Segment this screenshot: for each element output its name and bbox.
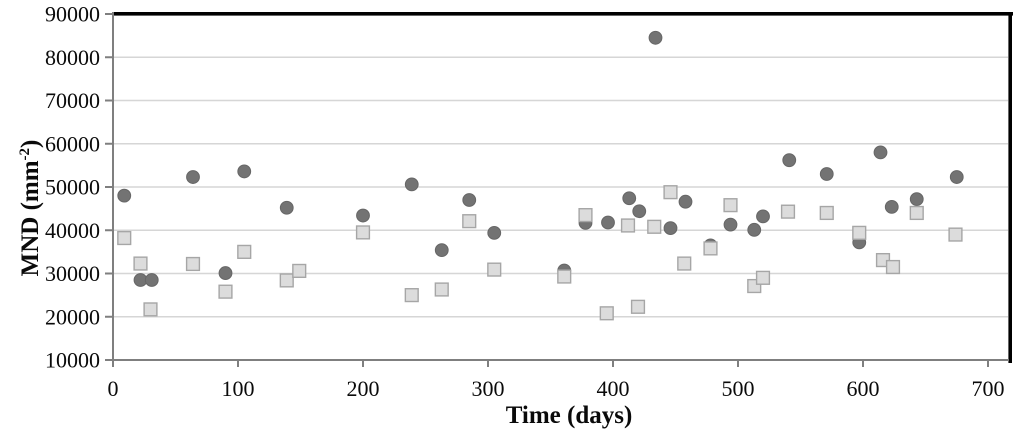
x-tick-label: 600	[847, 376, 880, 401]
data-point-circle	[909, 192, 924, 207]
data-point-circle	[601, 215, 615, 230]
data-point-circle	[356, 208, 370, 223]
data-point-circle	[648, 30, 663, 45]
data-point-circle	[279, 200, 294, 215]
plot-frame-top	[112, 12, 1013, 16]
x-tick-label: 100	[222, 376, 255, 401]
data-point-circle	[782, 153, 797, 168]
data-point-square	[404, 288, 419, 303]
data-point-square	[143, 302, 158, 317]
data-point-square	[663, 185, 678, 200]
x-axis-title: Time (days)	[505, 402, 633, 429]
y-axis-title-close: )	[17, 139, 45, 148]
data-point-circle	[144, 273, 159, 287]
y-tick-label: 40000	[45, 218, 100, 243]
data-point-circle	[462, 193, 477, 207]
data-point-circle	[663, 221, 678, 235]
data-point-circle	[487, 225, 502, 240]
data-point-square	[647, 219, 662, 234]
data-point-square	[185, 256, 201, 272]
y-tick-label: 50000	[45, 175, 100, 200]
data-point-square	[780, 204, 796, 219]
data-point-square	[703, 241, 718, 256]
data-point-square	[677, 256, 692, 271]
data-point-circle	[186, 170, 200, 184]
data-point-circle	[237, 164, 252, 179]
data-point-circle	[723, 217, 738, 232]
data-point-square	[292, 263, 307, 279]
plot-frame-right	[1008, 12, 1012, 363]
x-tick-label: 200	[347, 376, 380, 401]
data-point-square	[819, 205, 834, 221]
data-point-circle	[632, 204, 647, 219]
y-tick-label: 90000	[45, 2, 100, 27]
y-tick-label: 10000	[45, 348, 100, 373]
data-point-circle	[884, 199, 899, 214]
y-tick-label: 20000	[45, 304, 100, 329]
x-tick-label: 300	[472, 376, 505, 401]
data-point-circle	[117, 188, 132, 203]
data-point-circle	[819, 167, 834, 181]
data-point-square	[557, 269, 572, 284]
y-axis-title-text: MND (mm	[17, 160, 45, 277]
data-point-square	[133, 256, 148, 271]
data-point-square	[279, 273, 294, 288]
y-tick-label: 70000	[45, 88, 100, 113]
x-tick-label: 400	[597, 376, 630, 401]
data-point-square	[462, 214, 477, 229]
data-point-square	[487, 262, 502, 277]
data-point-square	[578, 208, 593, 223]
data-point-square	[885, 259, 901, 275]
x-tick-label: 0	[108, 376, 119, 401]
data-point-circle	[949, 170, 964, 184]
y-axis-title-superscript: -2	[16, 147, 33, 161]
data-point-circle	[622, 191, 637, 206]
data-point-square	[948, 227, 963, 242]
data-point-square	[355, 225, 371, 240]
x-tick-label: 500	[722, 376, 755, 401]
y-tick-label: 30000	[45, 261, 100, 286]
data-point-circle	[404, 177, 419, 192]
data-point-square	[237, 244, 252, 259]
data-point-square	[218, 284, 233, 299]
data-point-circle	[218, 266, 233, 280]
data-point-square	[723, 198, 738, 213]
data-point-square	[434, 282, 449, 297]
data-point-circle	[747, 222, 762, 237]
x-tick-label: 700	[972, 376, 1005, 401]
data-point-square	[852, 225, 867, 240]
data-point-square	[620, 218, 636, 233]
data-point-square	[909, 205, 924, 221]
data-point-circle	[434, 243, 449, 258]
data-point-square	[630, 299, 646, 314]
data-point-circle	[756, 209, 770, 224]
data-point-circle	[873, 145, 888, 160]
data-point-square	[117, 230, 132, 246]
y-tick-label: 80000	[45, 45, 100, 70]
y-axis-title: MND (mm-2)	[17, 140, 45, 277]
data-point-circle	[678, 194, 693, 209]
data-point-square	[755, 270, 771, 285]
data-point-square	[599, 306, 614, 321]
y-tick-label: 60000	[45, 131, 100, 156]
